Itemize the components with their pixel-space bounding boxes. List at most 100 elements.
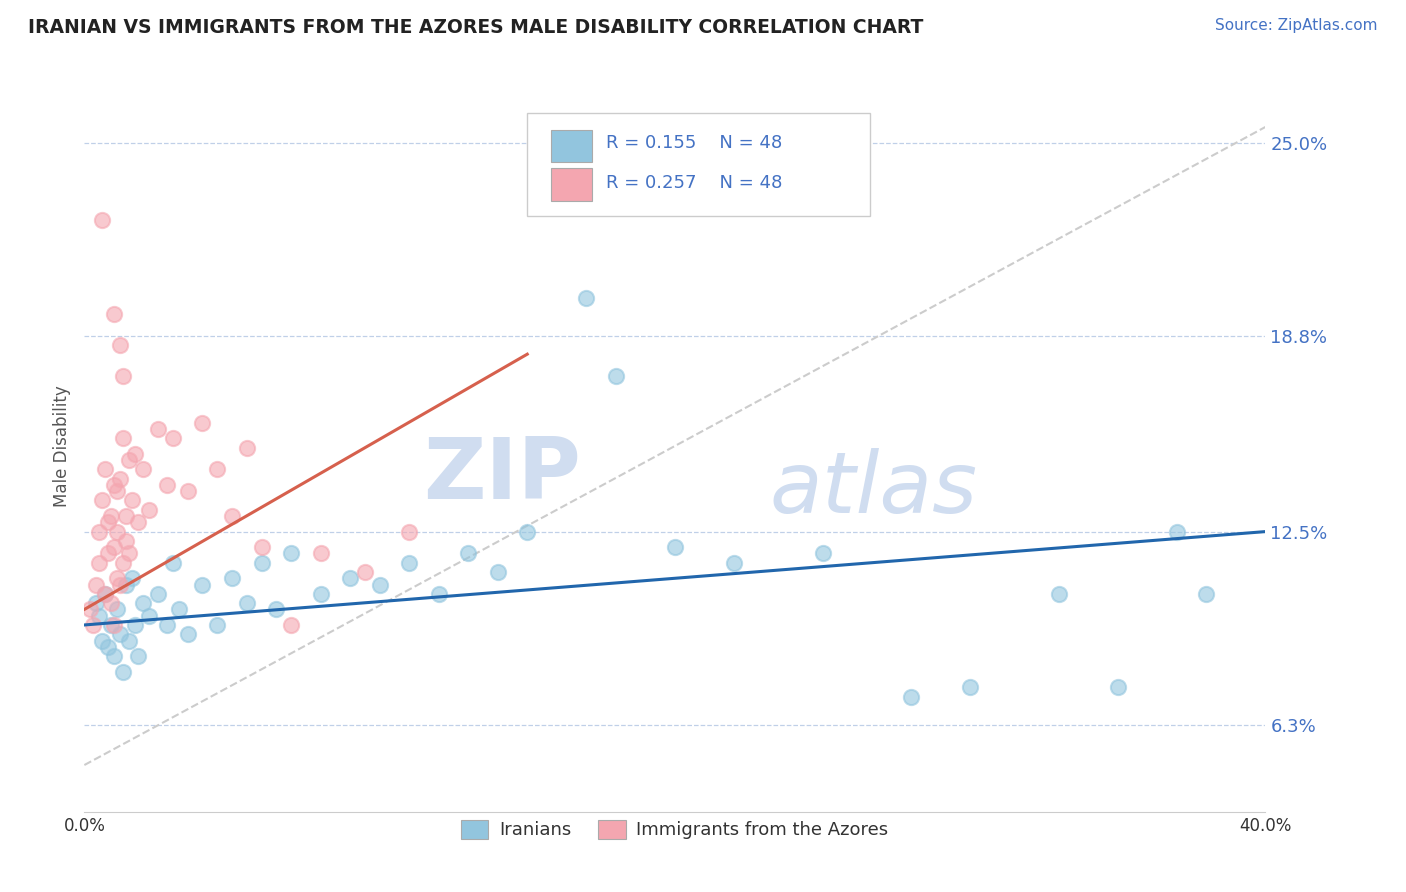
Point — [100, 509, 122, 524]
Text: atlas: atlas — [769, 449, 977, 532]
Point — [138, 608, 160, 623]
Point — [82, 618, 104, 632]
Point — [280, 618, 302, 632]
Point — [91, 633, 114, 648]
Point — [132, 462, 155, 476]
Point — [118, 546, 141, 560]
Point — [162, 556, 184, 570]
Point — [124, 447, 146, 461]
Point — [105, 524, 128, 539]
Point — [132, 596, 155, 610]
Point — [1166, 524, 1188, 539]
Point — [221, 509, 243, 524]
Point — [108, 472, 131, 486]
Point — [97, 515, 120, 529]
Point — [127, 649, 149, 664]
Point — [84, 577, 107, 591]
Point — [398, 556, 420, 570]
Point — [108, 627, 131, 641]
Point — [138, 503, 160, 517]
Bar — [551, 130, 592, 162]
Point — [156, 618, 179, 632]
Point — [811, 546, 834, 560]
Point — [959, 680, 981, 694]
FancyBboxPatch shape — [527, 113, 870, 216]
Point — [127, 515, 149, 529]
Point — [94, 587, 117, 601]
Point — [723, 556, 745, 570]
Point — [111, 368, 134, 383]
Legend: Iranians, Immigrants from the Azores: Iranians, Immigrants from the Azores — [454, 813, 896, 847]
Point — [121, 493, 143, 508]
Point — [87, 556, 111, 570]
Point — [1047, 587, 1070, 601]
Text: R = 0.155    N = 48: R = 0.155 N = 48 — [606, 135, 783, 153]
Text: ZIP: ZIP — [423, 434, 581, 516]
Point — [111, 556, 134, 570]
Point — [309, 587, 332, 601]
Point — [94, 462, 117, 476]
Point — [87, 524, 111, 539]
Point — [486, 565, 509, 579]
Point — [167, 602, 190, 616]
Point — [1195, 587, 1218, 601]
Point — [605, 368, 627, 383]
Point — [105, 484, 128, 499]
Point — [97, 640, 120, 654]
Point — [250, 540, 273, 554]
Point — [148, 587, 170, 601]
Point — [177, 484, 200, 499]
Point — [103, 478, 125, 492]
Point — [84, 596, 107, 610]
Point — [354, 565, 377, 579]
Text: R = 0.257    N = 48: R = 0.257 N = 48 — [606, 175, 783, 193]
Point — [108, 338, 131, 352]
Point — [114, 577, 136, 591]
Point — [368, 577, 391, 591]
Point — [103, 540, 125, 554]
Point — [108, 577, 131, 591]
Point — [118, 633, 141, 648]
Point — [100, 618, 122, 632]
Text: Source: ZipAtlas.com: Source: ZipAtlas.com — [1215, 18, 1378, 33]
Point — [191, 577, 214, 591]
Point — [114, 533, 136, 548]
Point — [266, 602, 288, 616]
Bar — [551, 169, 592, 201]
Point — [309, 546, 332, 560]
Point — [575, 291, 598, 305]
Point — [156, 478, 179, 492]
Text: IRANIAN VS IMMIGRANTS FROM THE AZORES MALE DISABILITY CORRELATION CHART: IRANIAN VS IMMIGRANTS FROM THE AZORES MA… — [28, 18, 924, 37]
Point — [516, 524, 538, 539]
Point — [148, 422, 170, 436]
Point — [339, 571, 361, 585]
Point — [191, 416, 214, 430]
Point — [664, 540, 686, 554]
Point — [207, 618, 229, 632]
Y-axis label: Male Disability: Male Disability — [53, 385, 72, 507]
Point — [236, 441, 259, 455]
Point — [118, 453, 141, 467]
Point — [1107, 680, 1129, 694]
Point — [79, 602, 101, 616]
Point — [94, 587, 117, 601]
Point — [91, 493, 114, 508]
Point — [221, 571, 243, 585]
Point — [91, 213, 114, 227]
Point — [100, 596, 122, 610]
Point — [900, 690, 922, 704]
Point — [457, 546, 479, 560]
Point — [177, 627, 200, 641]
Point — [121, 571, 143, 585]
Point — [105, 602, 128, 616]
Point — [162, 431, 184, 445]
Point — [114, 509, 136, 524]
Point — [103, 649, 125, 664]
Point — [105, 571, 128, 585]
Point — [207, 462, 229, 476]
Point — [103, 618, 125, 632]
Point — [124, 618, 146, 632]
Point — [97, 546, 120, 560]
Point — [280, 546, 302, 560]
Point — [87, 608, 111, 623]
